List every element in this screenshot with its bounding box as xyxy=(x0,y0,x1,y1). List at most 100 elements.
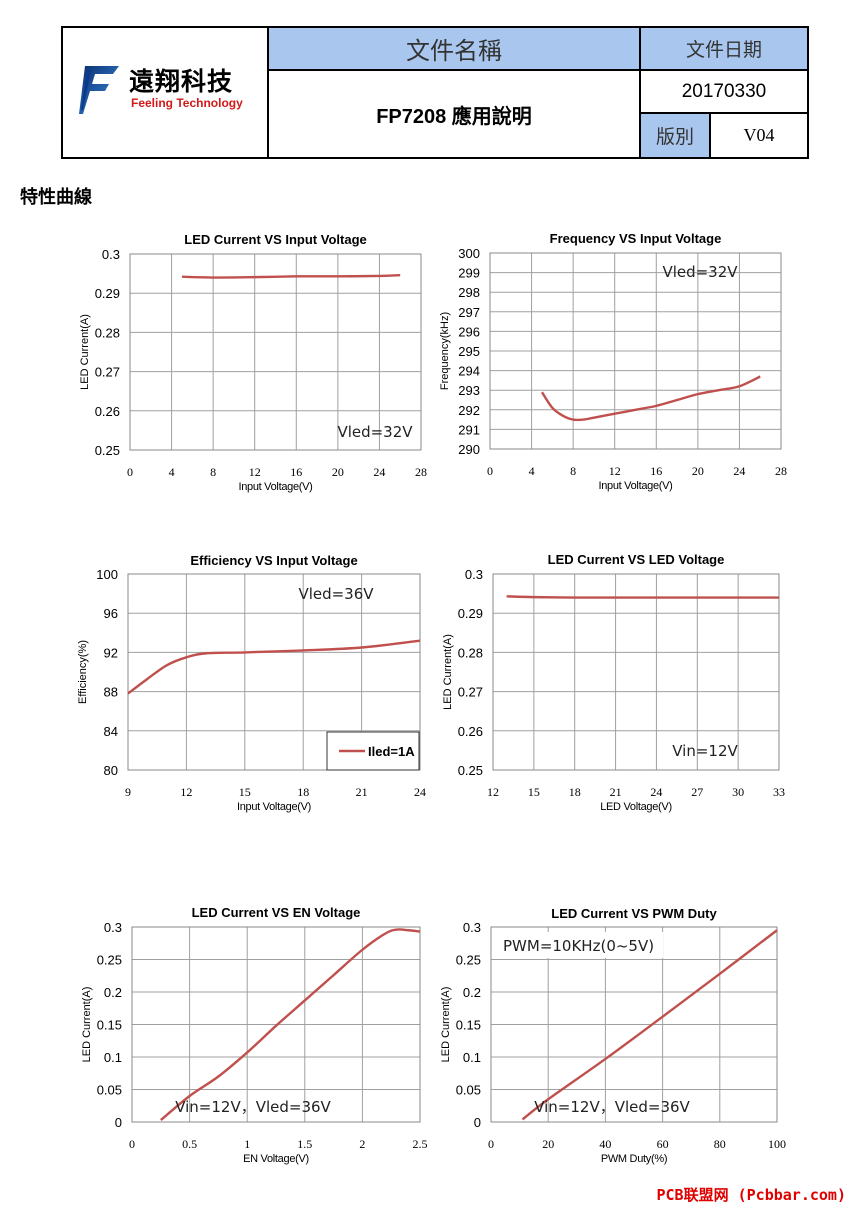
chart-title: LED Current VS PWM Duty xyxy=(551,906,717,921)
x-tick-label: 30 xyxy=(732,785,744,799)
x-tick-label: 24 xyxy=(373,465,385,479)
x-tick-label: 100 xyxy=(768,1137,786,1151)
y-tick-label: 299 xyxy=(458,266,480,281)
y-tick-label: 0.25 xyxy=(95,443,120,458)
chart-title: LED Current VS LED Voltage xyxy=(548,552,725,567)
x-tick-label: 20 xyxy=(692,464,704,478)
x-tick-label: 4 xyxy=(529,464,535,478)
y-tick-label: 96 xyxy=(104,606,118,621)
series-line xyxy=(160,928,421,1121)
x-tick-label: 24 xyxy=(733,464,745,478)
x-axis-label: EN Voltage(V) xyxy=(243,1153,309,1165)
x-tick-label: 20 xyxy=(542,1137,554,1151)
plot-frame xyxy=(489,252,782,450)
y-tick-label: 300 xyxy=(458,246,480,261)
series-line xyxy=(540,375,761,422)
doc-name-label: 文件名稱 xyxy=(269,28,641,71)
y-tick-label: 0.1 xyxy=(463,1050,481,1065)
version-label: 版別 xyxy=(641,114,711,157)
x-tick-label: 80 xyxy=(714,1137,726,1151)
y-tick-label: 0.26 xyxy=(95,404,120,419)
chart-annotation: Vin=12V，Vled=36V xyxy=(175,1098,331,1116)
x-tick-label: 8 xyxy=(570,464,576,478)
chart-title: LED Current VS Input Voltage xyxy=(184,232,367,247)
x-axis-label: Input Voltage(V) xyxy=(237,801,311,813)
chart-title: Frequency VS Input Voltage xyxy=(550,231,722,246)
x-tick-label: 0 xyxy=(129,1137,135,1151)
x-tick-label: 27 xyxy=(691,785,703,799)
y-axis-label: LED Current(A) xyxy=(440,987,452,1063)
y-tick-label: 0.29 xyxy=(95,286,120,301)
chart-title: Efficiency VS Input Voltage xyxy=(190,553,357,568)
chart-1: LED Current VS Input Voltage 0 4 8 12 16 20 24 2… xyxy=(79,232,427,493)
x-axis-label: LED Voltage(V) xyxy=(600,801,672,813)
y-tick-label: 0.05 xyxy=(97,1083,122,1098)
chart-2: Frequency VS Input Voltage 0 4 8 12 16 20 24 28 2… xyxy=(439,231,787,492)
y-tick-label: 0.28 xyxy=(95,325,120,340)
x-tick-label: 15 xyxy=(528,785,540,799)
x-axis-label: Input Voltage(V) xyxy=(238,481,312,493)
y-tick-label: 0.28 xyxy=(458,645,483,660)
series-line xyxy=(181,273,401,279)
y-axis-label: LED Current(A) xyxy=(79,314,91,390)
x-tick-label: 12 xyxy=(487,785,499,799)
y-axis-label: LED Current(A) xyxy=(81,987,93,1063)
y-tick-label: 0.25 xyxy=(456,953,481,968)
y-tick-label: 0.29 xyxy=(458,606,483,621)
x-tick-label: 9 xyxy=(125,785,131,799)
x-tick-label: 2.5 xyxy=(413,1137,428,1151)
x-tick-label: 0 xyxy=(127,465,133,479)
y-tick-label: 0.15 xyxy=(97,1018,122,1033)
y-tick-label: 298 xyxy=(458,285,480,300)
y-tick-label: 0.1 xyxy=(104,1050,122,1065)
x-tick-label: 21 xyxy=(610,785,622,799)
y-tick-label: 295 xyxy=(458,344,480,359)
x-tick-label: 16 xyxy=(650,464,662,478)
logo-english-text: Feeling Technology xyxy=(131,96,243,110)
y-tick-label: 88 xyxy=(104,685,118,700)
y-tick-label: 290 xyxy=(458,442,480,457)
y-tick-label: 0.27 xyxy=(458,685,483,700)
plot-frame xyxy=(129,253,422,451)
doc-date-label: 文件日期 xyxy=(641,28,807,71)
x-tick-label: 0 xyxy=(488,1137,494,1151)
chart-4: LED Current VS LED Voltage 12 15 18 21 24 27 30… xyxy=(442,552,785,813)
x-tick-label: 0.5 xyxy=(182,1137,197,1151)
y-tick-label: 293 xyxy=(458,383,480,398)
section-title: 特性曲線 xyxy=(20,187,92,207)
y-tick-label: 0.26 xyxy=(458,724,483,739)
plot-frame xyxy=(490,926,778,1123)
x-tick-label: 1.5 xyxy=(297,1137,312,1151)
y-tick-label: 0 xyxy=(474,1115,481,1130)
x-tick-label: 28 xyxy=(775,464,787,478)
doc-date: 20170330 xyxy=(641,71,807,114)
x-tick-label: 16 xyxy=(290,465,302,479)
y-tick-label: 92 xyxy=(104,645,118,660)
x-axis-label: Input Voltage(V) xyxy=(598,480,672,492)
x-tick-label: 28 xyxy=(415,465,427,479)
chart-annotation: Vled=32V xyxy=(662,263,738,281)
company-logo: 遠翔科技 Feeling Technology xyxy=(79,60,259,120)
y-tick-label: 291 xyxy=(458,422,480,437)
y-axis-label: LED Current(A) xyxy=(442,634,454,710)
y-tick-label: 0.05 xyxy=(456,1083,481,1098)
y-tick-label: 294 xyxy=(458,364,480,379)
watermark: PCB联盟网 (Pcbbar.com) xyxy=(656,1186,847,1204)
y-tick-label: 0.2 xyxy=(463,985,481,1000)
x-tick-label: 20 xyxy=(332,465,344,479)
chart-annotation: Vin=12V xyxy=(672,742,738,760)
x-tick-label: 24 xyxy=(650,785,662,799)
plot-frame xyxy=(492,573,780,771)
x-tick-label: 33 xyxy=(773,785,785,799)
x-tick-label: 4 xyxy=(169,465,175,479)
x-tick-label: 1 xyxy=(244,1137,250,1151)
y-tick-label: 0.3 xyxy=(104,920,122,935)
x-tick-label: 0 xyxy=(487,464,493,478)
x-tick-label: 8 xyxy=(210,465,216,479)
series-line xyxy=(506,595,779,599)
chart-annotation-2: PWM=10KHz(0~5V) xyxy=(503,937,654,955)
y-tick-label: 297 xyxy=(458,305,480,320)
x-tick-label: 2 xyxy=(359,1137,365,1151)
y-tick-label: 0.15 xyxy=(456,1018,481,1033)
chart-title: LED Current VS EN Voltage xyxy=(192,905,361,920)
